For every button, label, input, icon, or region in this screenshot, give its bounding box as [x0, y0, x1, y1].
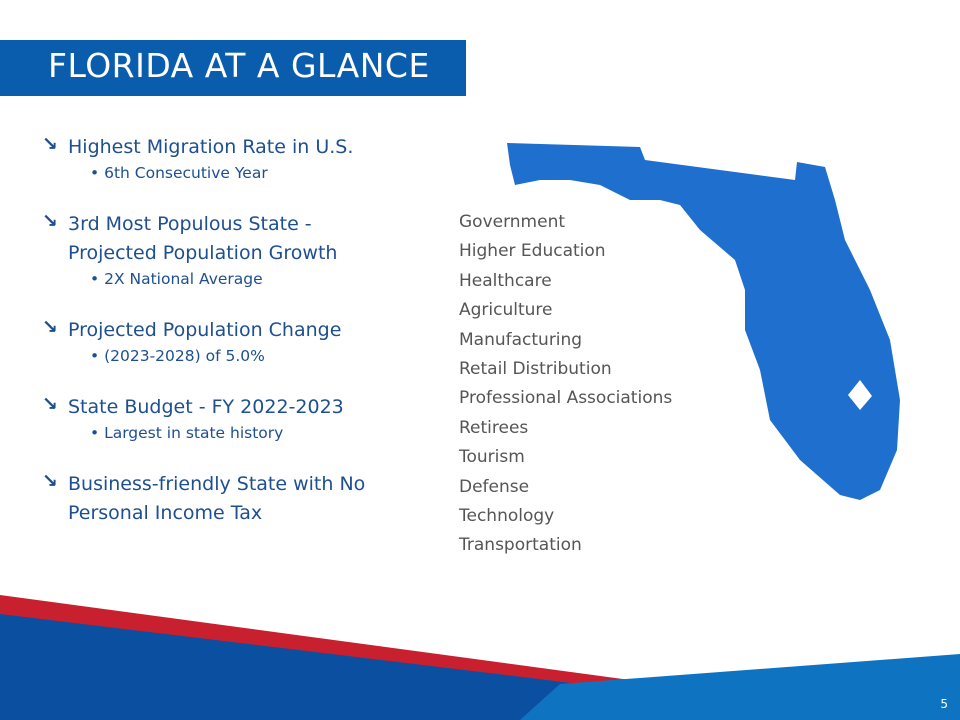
sector-item: Retirees — [459, 417, 529, 438]
sector-item: Transportation — [459, 535, 582, 556]
bullet-text: 3rd Most Populous State - — [68, 213, 312, 235]
sector-item: Agriculture — [459, 300, 553, 321]
bullet-text: Personal Income Tax — [68, 502, 263, 524]
sector-item: Government — [459, 212, 566, 232]
bullet-sub: 6th Consecutive Year — [90, 164, 268, 182]
bullet-text: State Budget - FY 2022-2023 — [68, 396, 344, 418]
florida-map — [507, 143, 900, 500]
page-number: 5 — [940, 697, 948, 711]
red-stripe — [0, 595, 630, 690]
light-blue-band — [520, 654, 960, 720]
header-bar — [0, 40, 466, 96]
sector-item: Manufacturing — [459, 329, 583, 350]
sector-item: Tourism — [459, 447, 525, 468]
bullet-sub: 2X National Average — [90, 270, 263, 288]
bullet-arrow: ↘ — [42, 316, 58, 338]
bullet-arrow: ↘ — [42, 393, 58, 415]
sector-item: Technology — [459, 506, 555, 526]
sector-item: Retail Distribution — [459, 359, 612, 379]
lake — [848, 380, 872, 410]
bullet-text: Business-friendly State with No — [68, 473, 366, 495]
sector-item: Defense — [459, 476, 530, 497]
sector-item: Professional Associations — [459, 388, 673, 409]
sector-item: Healthcare — [459, 270, 552, 291]
bullet-text: Highest Migration Rate in U.S. — [68, 136, 354, 158]
bullet-text: Projected Population Change — [68, 319, 342, 341]
bullet-arrow: ↘ — [42, 470, 58, 492]
bullet-text: Projected Population Growth — [68, 242, 338, 264]
bullet-arrow: ↘ — [42, 210, 58, 232]
slide-title: FLORIDA AT A GLANCE — [48, 46, 430, 85]
blue-band — [0, 614, 640, 720]
sector-item: Higher Education — [459, 241, 606, 262]
bullet-arrow: ↘ — [42, 133, 58, 155]
bullet-sub: Largest in state history — [90, 424, 283, 442]
bullet-sub: (2023-2028) of 5.0% — [90, 347, 265, 365]
